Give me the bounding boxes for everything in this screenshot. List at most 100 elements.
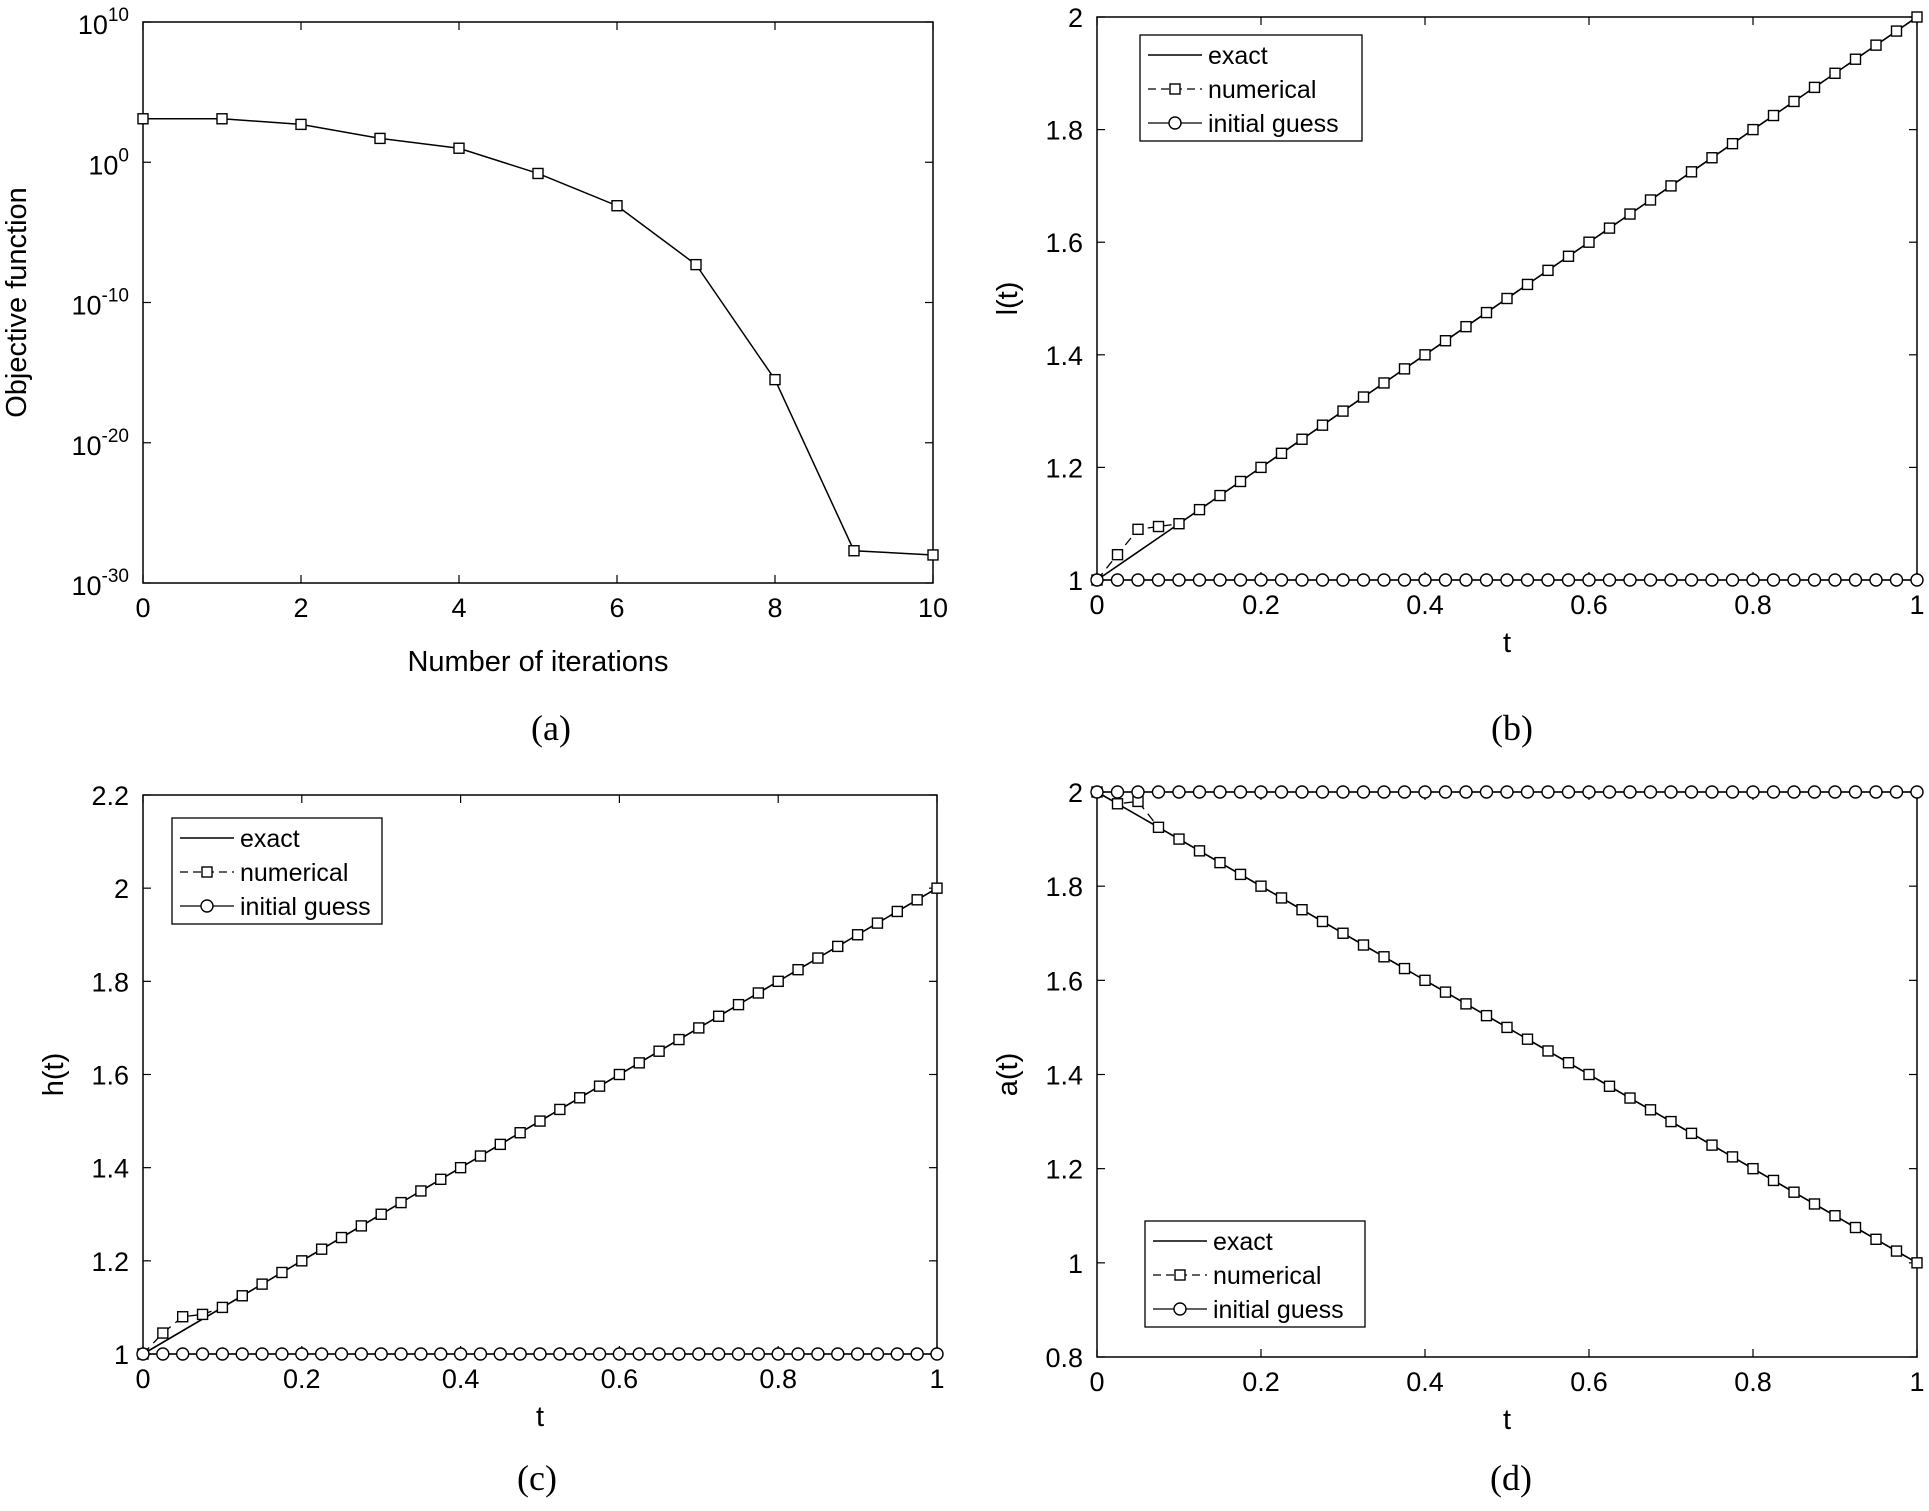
numerical-marker: [1111, 548, 1124, 561]
numerical-marker: [1726, 137, 1739, 150]
numerical-marker: [1460, 320, 1472, 333]
initial-guess-marker: [1377, 573, 1391, 587]
numerical-marker: [514, 1127, 526, 1139]
numerical-marker: [1583, 1068, 1595, 1081]
initial-guess-marker: [1705, 785, 1719, 799]
data-point: [453, 142, 465, 154]
x-tick-label: 2: [293, 593, 308, 623]
initial-guess-marker: [1643, 785, 1658, 799]
initial-guess-marker: [175, 1347, 190, 1361]
x-tick-label: 0: [1089, 1367, 1104, 1397]
initial-guess-marker: [1151, 573, 1166, 587]
initial-guess-marker: [1377, 785, 1391, 799]
numerical-marker: [1890, 1245, 1903, 1257]
initial-guess-marker: [314, 1347, 329, 1361]
caption: (b): [1491, 708, 1533, 748]
numerical-marker: [1501, 1021, 1513, 1034]
x-tick-label: 0: [1089, 590, 1104, 620]
initial-guess-marker: [1541, 785, 1555, 799]
initial-guess-marker: [1090, 573, 1104, 587]
legend: exact numerical initial guess: [171, 817, 383, 925]
y-tick-label: 1.6: [1045, 228, 1083, 258]
legend-swatch-square: [1169, 83, 1181, 95]
legend-label: numerical: [1208, 76, 1316, 104]
numerical-marker: [1767, 109, 1780, 122]
numerical-marker: [1685, 166, 1698, 178]
initial-guess-marker: [632, 1347, 646, 1361]
initial-guess-marker: [1315, 573, 1330, 587]
numerical-marker: [335, 1231, 348, 1244]
initial-guess-marker: [1172, 573, 1186, 587]
numerical-marker: [851, 929, 864, 941]
x-axis-label: t: [536, 1401, 544, 1433]
legend-swatch-square: [1174, 1269, 1186, 1281]
caption: (c): [517, 1458, 557, 1498]
legend-swatch-square: [201, 866, 213, 878]
initial-guess-marker: [1766, 573, 1781, 587]
initial-guess-marker: [1582, 785, 1596, 799]
x-tick-label: 6: [609, 593, 624, 623]
initial-guess-marker: [1479, 785, 1494, 799]
initial-guess-marker: [553, 1347, 567, 1361]
y-tick-label: 100: [88, 145, 129, 180]
initial-guess-marker: [1684, 573, 1699, 587]
numerical-marker: [395, 1196, 407, 1209]
numerical-marker: [415, 1185, 427, 1197]
numerical-marker: [1193, 503, 1206, 516]
initial-guess-marker: [1295, 785, 1309, 799]
legend-label: exact: [240, 825, 300, 853]
initial-guess-marker: [1520, 785, 1535, 799]
initial-guess-marker: [1746, 785, 1760, 799]
initial-guess-marker: [1172, 785, 1186, 799]
y-tick-label: 1: [114, 1340, 129, 1370]
initial-guess-marker: [592, 1347, 607, 1361]
numerical-marker: [1726, 1151, 1739, 1163]
data-point: [611, 200, 623, 212]
numerical-marker: [1911, 11, 1923, 23]
numerical-marker: [1337, 405, 1349, 417]
numerical-marker: [1173, 518, 1185, 530]
initial-guess-marker: [414, 1347, 428, 1361]
initial-guess-marker: [215, 1347, 230, 1361]
numerical-marker: [157, 1327, 169, 1339]
numerical-marker: [1747, 1162, 1759, 1175]
y-tick-label: 1.8: [1045, 872, 1083, 902]
numerical-marker: [812, 952, 824, 964]
numerical-marker: [732, 998, 745, 1011]
numerical-marker: [1480, 306, 1493, 319]
initial-guess-marker: [1397, 573, 1412, 587]
y-tick-label: 1010: [78, 5, 129, 40]
x-tick-label: 0.2: [1242, 590, 1280, 620]
initial-guess-marker: [1787, 573, 1801, 587]
initial-guess-marker: [573, 1347, 587, 1361]
series-numerical: [142, 887, 938, 1355]
initial-guess-marker: [1397, 785, 1412, 799]
numerical-marker: [1193, 845, 1206, 857]
numerical-marker: [1234, 475, 1247, 488]
initial-guess-marker: [1418, 573, 1432, 587]
numerical-marker: [454, 1161, 467, 1174]
x-tick-label: 1: [1909, 590, 1924, 620]
x-tick-label: 0: [135, 593, 150, 623]
x-tick-label: 0.6: [601, 1364, 639, 1394]
numerical-marker: [176, 1311, 189, 1323]
initial-guess-marker: [1500, 785, 1514, 799]
numerical-marker: [315, 1243, 328, 1255]
x-tick-label: 0.8: [1734, 590, 1772, 620]
legend-label: numerical: [240, 859, 348, 887]
initial-guess-marker: [1623, 573, 1637, 587]
numerical-marker: [574, 1092, 586, 1104]
data-point: [769, 373, 781, 386]
series-line: [143, 118, 934, 556]
initial-guess-marker: [1602, 785, 1617, 799]
initial-guess-marker: [1746, 573, 1760, 587]
initial-guess-marker: [1889, 573, 1904, 587]
initial-guess-marker: [1356, 785, 1371, 799]
initial-guess-marker: [1213, 573, 1227, 587]
numerical-marker: [1562, 250, 1575, 262]
numerical-marker: [1665, 1115, 1677, 1128]
numerical-marker: [236, 1290, 248, 1302]
numerical-marker: [196, 1308, 209, 1321]
initial-guess-marker: [831, 1347, 845, 1361]
initial-guess-marker: [1664, 573, 1678, 587]
